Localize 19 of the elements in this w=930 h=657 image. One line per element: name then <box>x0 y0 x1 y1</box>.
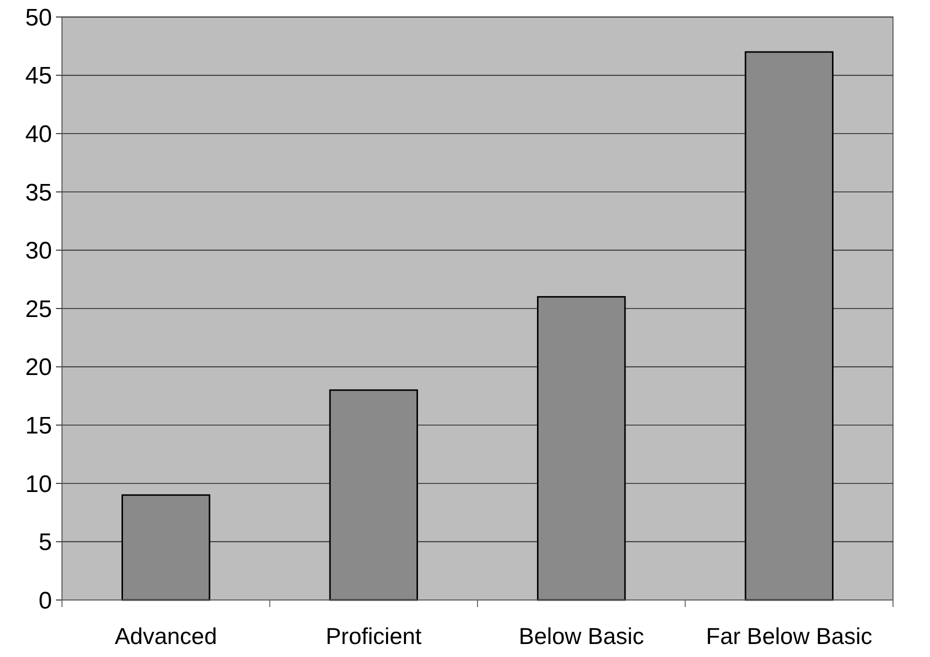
bar <box>744 51 834 601</box>
bar <box>329 389 418 601</box>
x-tick-label: Below Basic <box>518 623 644 649</box>
y-tick-label: 35 <box>25 179 52 206</box>
x-tick-label: Advanced <box>114 623 218 649</box>
y-tick-label: 5 <box>38 529 52 556</box>
x-tick-label: Proficient <box>326 623 422 649</box>
bar <box>121 494 210 601</box>
y-tick-label: 10 <box>25 470 52 498</box>
y-tick-label: 40 <box>25 121 52 148</box>
y-tick-label: 15 <box>25 412 52 440</box>
y-tick-label: 45 <box>25 62 52 90</box>
y-tick-label: 20 <box>25 354 52 382</box>
y-tick-label: 50 <box>25 4 52 32</box>
y-tick-label: 0 <box>38 587 52 614</box>
y-tick-label: 25 <box>25 296 52 323</box>
y-tick-label: 30 <box>25 238 52 265</box>
bar <box>536 296 626 601</box>
x-tick-label: Far Below Basic <box>706 623 872 649</box>
